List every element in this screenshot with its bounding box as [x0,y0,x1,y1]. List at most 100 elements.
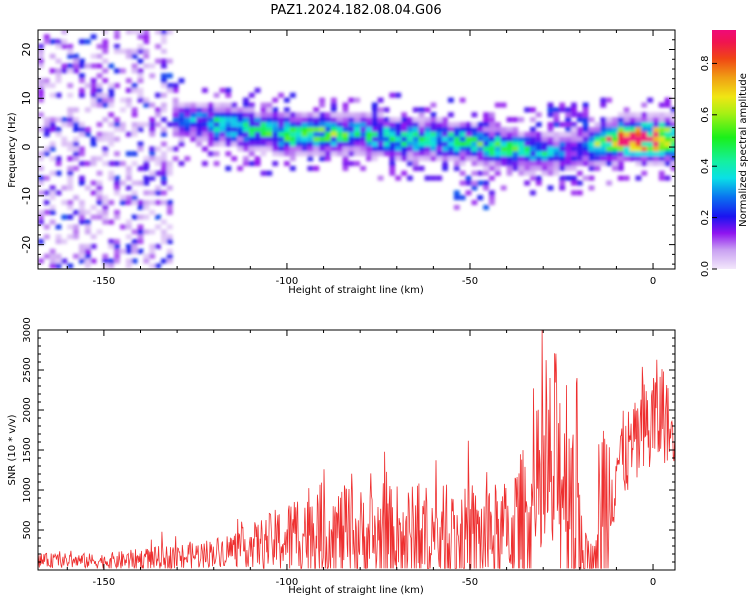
heatmap-cell [102,151,109,157]
heatmap-cell [506,170,513,176]
heatmap-cell [49,170,56,176]
heatmap-cell [500,141,507,147]
heatmap-cell [647,97,653,103]
heatmap-cell [161,156,167,162]
heatmap-cell [49,68,56,74]
heatmap-cell [389,141,396,147]
heatmap-cell [582,136,589,142]
heatmap-cell [43,151,50,157]
heatmap-cell [459,180,466,186]
heatmap-cell [143,102,150,108]
heatmap-cell [512,136,519,142]
heatmap-cell [565,166,571,171]
heatmap-cell [155,263,161,269]
heatmap-cell [430,127,437,132]
heatmap-cell [371,107,378,113]
heatmap-cell [424,156,431,162]
heatmap-cell [494,161,501,166]
heatmap-cell [178,107,185,113]
snr-x-ticks: -150 -100 -50 0 [66,330,656,588]
heatmap-cell [96,97,103,103]
heatmap-cell [143,48,150,54]
heatmap-cell [213,161,220,166]
heatmap-cell [108,141,115,147]
heatmap-cell [377,127,384,132]
heatmap-cell [442,146,448,152]
heatmap-cell [114,136,120,142]
heatmap-cell [658,136,665,142]
heatmap-cell [483,131,489,137]
heatmap-cell [96,102,103,108]
heatmap-cell [448,131,454,137]
heatmap-cell [489,136,495,142]
heatmap-cell [125,263,132,269]
heatmap-cell [67,53,74,59]
heatmap-cell [49,219,56,225]
heatmap-cell [278,141,284,147]
heatmap-cell [377,141,384,147]
heatmap-cell [155,224,161,230]
heatmap-cell [155,92,161,98]
heatmap-cell [131,195,138,201]
heatmap-cell [418,107,425,113]
heatmap-cell [500,161,507,166]
heatmap-cell [38,63,44,69]
heatmap-cell [401,127,407,132]
heatmap-cell [418,136,425,142]
heatmap-cell [38,127,44,132]
heatmap-cell [401,131,407,137]
heatmap-cell [231,107,238,113]
heatmap-cell [559,136,566,142]
heatmap-cell [102,263,109,269]
heatmap-cell [131,112,138,118]
heatmap-cell [67,117,74,123]
heatmap-cell [395,92,402,98]
heatmap-cell [307,122,314,127]
heatmap-cell [67,224,74,230]
heatmap-cell [131,30,138,35]
heatmap-cell [489,156,495,162]
heatmap-cell [61,63,68,69]
heatmap-cell [494,156,501,162]
heatmap-cell [348,136,355,142]
heatmap-cell [90,53,97,59]
heatmap-cell [102,209,109,215]
heatmap-cell [354,131,361,137]
heatmap-cell [348,146,355,152]
heatmap-cell [79,219,85,225]
heatmap-cell [125,170,132,176]
heatmap-cell [483,166,489,171]
heatmap-cell [582,175,589,181]
heatmap-cell [559,180,566,186]
heatmap-cell [395,175,402,181]
heatmap-cell [84,185,91,191]
heatmap-cell [530,141,536,147]
heatmap-cell [155,44,161,49]
heatmap-cell [184,117,191,123]
heatmap-cell [243,136,249,142]
heatmap-cell [606,97,612,103]
heatmap-cell [301,131,308,137]
heatmap-cell [120,200,126,205]
heatmap-cell [38,48,44,54]
heatmap-cell [254,122,261,127]
heatmap-cell [96,195,103,201]
heatmap-cell [266,117,273,123]
heatmap-cell [360,136,366,142]
heatmap-cell [506,141,513,147]
heatmap-cell [96,200,103,205]
heatmap-cell [483,156,489,162]
heatmap-cell [90,102,97,108]
heatmap-cell [641,170,648,176]
heatmap-cell [225,112,232,118]
heatmap-cell [79,127,85,132]
heatmap-cell [342,141,349,147]
heatmap-cell [612,136,618,142]
heatmap-cell [629,141,636,147]
heatmap-cell [237,122,243,127]
heatmap-cell [325,112,331,118]
heatmap-cell [430,175,437,181]
colorbar-tick-label: 0.4 [700,158,711,174]
heatmap-cell [559,161,566,166]
heatmap-cell [137,78,144,84]
